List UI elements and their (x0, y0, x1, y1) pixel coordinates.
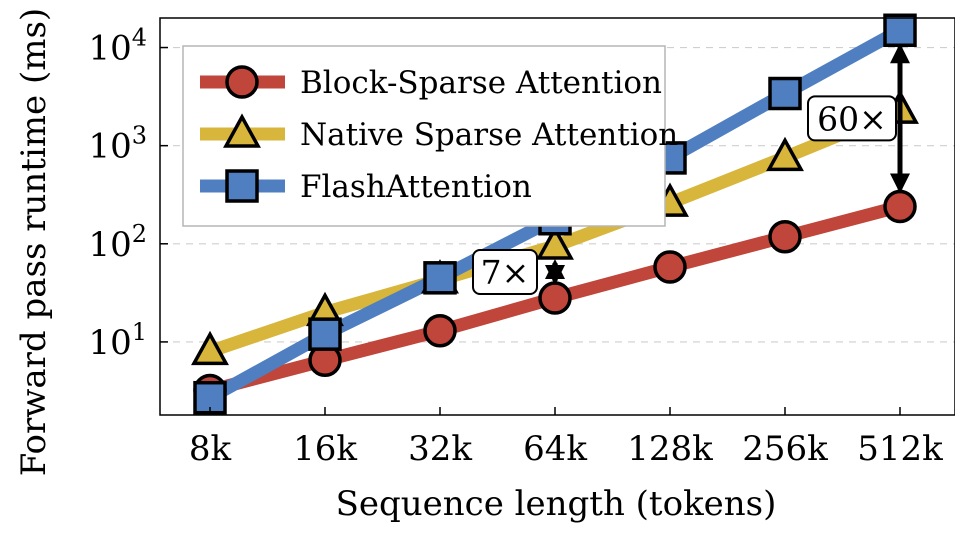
annotation-box (472, 249, 538, 296)
data-point (766, 136, 804, 172)
data-point (768, 219, 802, 254)
data-point (883, 189, 917, 224)
y-axis-ticks: 101 102 103 104 (88, 24, 168, 363)
annotation-label: 60× (817, 99, 887, 138)
x-tick-label: 128k (627, 429, 713, 469)
legend-label: FlashAttention (300, 169, 532, 205)
data-point (423, 261, 457, 295)
annotations: 7× 60× (472, 43, 910, 296)
data-point (538, 281, 572, 315)
legend-marker (223, 113, 261, 148)
data-point (536, 225, 574, 260)
y-axis-label: Forward pass runtime (ms) (14, 8, 54, 476)
legend-label: Block-Sparse Attention (300, 65, 662, 101)
x-tick-label: 256k (742, 429, 828, 469)
annotation-label: 7× (481, 253, 530, 292)
x-tick-label: 512k (857, 429, 943, 469)
x-axis-ticks: 8k 16k 32k 64k 128k 256k 512k (189, 407, 943, 469)
legend-label: Native Sparse Attention (300, 117, 678, 153)
data-point (423, 313, 457, 348)
data-point (883, 13, 917, 48)
legend-marker (225, 65, 259, 99)
legend-marker (225, 169, 259, 203)
x-axis-label: Sequence length (tokens) (336, 484, 777, 524)
x-tick-label: 32k (408, 429, 472, 469)
y-tick-label: 103 (88, 122, 147, 167)
data-point (768, 76, 802, 111)
data-point (653, 250, 687, 284)
y-tick-label: 102 (88, 220, 147, 265)
plot-frame (159, 17, 955, 416)
data-point (308, 317, 342, 351)
y-tick-label: 104 (88, 24, 147, 69)
annotation-box (807, 95, 897, 142)
y-tick-label: 101 (88, 318, 147, 363)
x-tick-label: 8k (189, 429, 232, 469)
x-tick-label: 64k (523, 429, 587, 469)
legend: Block-Sparse Attention Native Sparse Atte… (182, 45, 678, 227)
data-point (191, 330, 229, 366)
x-tick-label: 16k (293, 429, 357, 469)
